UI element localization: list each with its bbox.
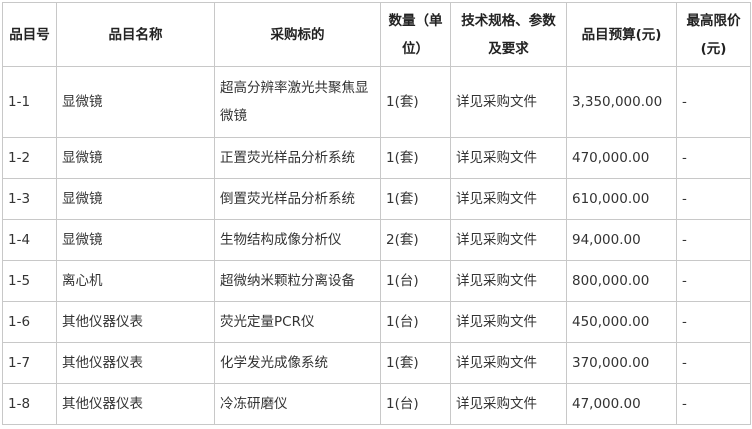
header-item-no: 品目号	[2, 2, 57, 67]
cell-item-name: 显微镜	[56, 137, 215, 179]
table-row: 1-2 显微镜 正置荧光样品分析系统 1(套) 详见采购文件 470,000.00-	[2, 137, 751, 179]
cell-item-no: 1-2	[2, 137, 57, 179]
cell-max-price: -	[676, 301, 751, 343]
cell-max-price: -	[676, 260, 751, 302]
cell-item-no: 1-8	[2, 383, 57, 425]
cell-item-name: 显微镜	[56, 178, 215, 220]
cell-item-name: 显微镜	[56, 66, 215, 138]
cell-max-price: -	[676, 342, 751, 384]
cell-max-price: -	[676, 219, 751, 261]
cell-item-name: 显微镜	[56, 219, 215, 261]
cell-spec: 详见采购文件	[450, 219, 567, 261]
cell-target: 荧光定量PCR仪	[214, 301, 381, 343]
cell-item-no: 1-1	[2, 66, 57, 138]
cell-max-price: -	[676, 66, 751, 138]
cell-item-no: 1-6	[2, 301, 57, 343]
table-row: 1-4 显微镜 生物结构成像分析仪 2(套) 详见采购文件 94,000.00-	[2, 219, 751, 261]
cell-spec: 详见采购文件	[450, 178, 567, 220]
header-max-price: 最高限价(元)	[676, 2, 751, 67]
cell-spec: 详见采购文件	[450, 137, 567, 179]
cell-item-no: 1-7	[2, 342, 57, 384]
cell-quantity: 1(台)	[380, 260, 451, 302]
header-spec: 技术规格、参数及要求	[450, 2, 567, 67]
cell-budget: 610,000.00	[566, 178, 677, 220]
cell-quantity: 2(套)	[380, 219, 451, 261]
cell-quantity: 1(套)	[380, 342, 451, 384]
cell-spec: 详见采购文件	[450, 66, 567, 138]
table-row: 1-8 其他仪器仪表 冷冻研磨仪 1(台) 详见采购文件 47,000.00-	[2, 383, 751, 425]
cell-item-name: 其他仪器仪表	[56, 342, 215, 384]
cell-target: 生物结构成像分析仪	[214, 219, 381, 261]
header-item-name: 品目名称	[56, 2, 215, 67]
cell-max-price: -	[676, 178, 751, 220]
cell-spec: 详见采购文件	[450, 260, 567, 302]
cell-item-name: 离心机	[56, 260, 215, 302]
cell-target: 化学发光成像系统	[214, 342, 381, 384]
table-row: 1-5 离心机 超微纳米颗粒分离设备 1(台) 详见采购文件 800,000.00-	[2, 260, 751, 302]
cell-max-price: -	[676, 137, 751, 179]
cell-quantity: 1(套)	[380, 137, 451, 179]
header-target: 采购标的	[214, 2, 381, 67]
cell-target: 超微纳米颗粒分离设备	[214, 260, 381, 302]
cell-spec: 详见采购文件	[450, 383, 567, 425]
cell-quantity: 1(套)	[380, 178, 451, 220]
cell-item-no: 1-3	[2, 178, 57, 220]
cell-budget: 370,000.00	[566, 342, 677, 384]
cell-quantity: 1(套)	[380, 66, 451, 138]
cell-item-no: 1-5	[2, 260, 57, 302]
cell-quantity: 1(台)	[380, 383, 451, 425]
cell-spec: 详见采购文件	[450, 301, 567, 343]
header-quantity: 数量（单位）	[380, 2, 451, 67]
cell-spec: 详见采购文件	[450, 342, 567, 384]
cell-max-price: -	[676, 383, 751, 425]
cell-budget: 450,000.00	[566, 301, 677, 343]
cell-budget: 3,350,000.00	[566, 66, 677, 138]
cell-item-no: 1-4	[2, 219, 57, 261]
cell-budget: 47,000.00	[566, 383, 677, 425]
cell-item-name: 其他仪器仪表	[56, 383, 215, 425]
cell-item-name: 其他仪器仪表	[56, 301, 215, 343]
cell-target: 正置荧光样品分析系统	[214, 137, 381, 179]
cell-quantity: 1(台)	[380, 301, 451, 343]
header-budget: 品目预算(元)	[566, 2, 677, 67]
cell-target: 超高分辨率激光共聚焦显微镜	[214, 66, 381, 138]
cell-budget: 94,000.00	[566, 219, 677, 261]
cell-budget: 800,000.00	[566, 260, 677, 302]
table-row: 1-3 显微镜 倒置荧光样品分析系统 1(套) 详见采购文件 610,000.00-	[2, 178, 751, 220]
table-row: 1-1 显微镜 超高分辨率激光共聚焦显微镜 1(套) 详见采购文件 3,350,000.0…	[2, 66, 751, 138]
cell-target: 倒置荧光样品分析系统	[214, 178, 381, 220]
table-row: 1-6 其他仪器仪表 荧光定量PCR仪 1(台) 详见采购文件 450,000.00-	[2, 301, 751, 343]
table-row: 1-7 其他仪器仪表 化学发光成像系统 1(套) 详见采购文件 370,000.00-	[2, 342, 751, 384]
cell-target: 冷冻研磨仪	[214, 383, 381, 425]
cell-budget: 470,000.00	[566, 137, 677, 179]
header-row: 品目号 品目名称 采购标的 数量（单位） 技术规格、参数及要求 品目预算(元) …	[2, 2, 751, 67]
